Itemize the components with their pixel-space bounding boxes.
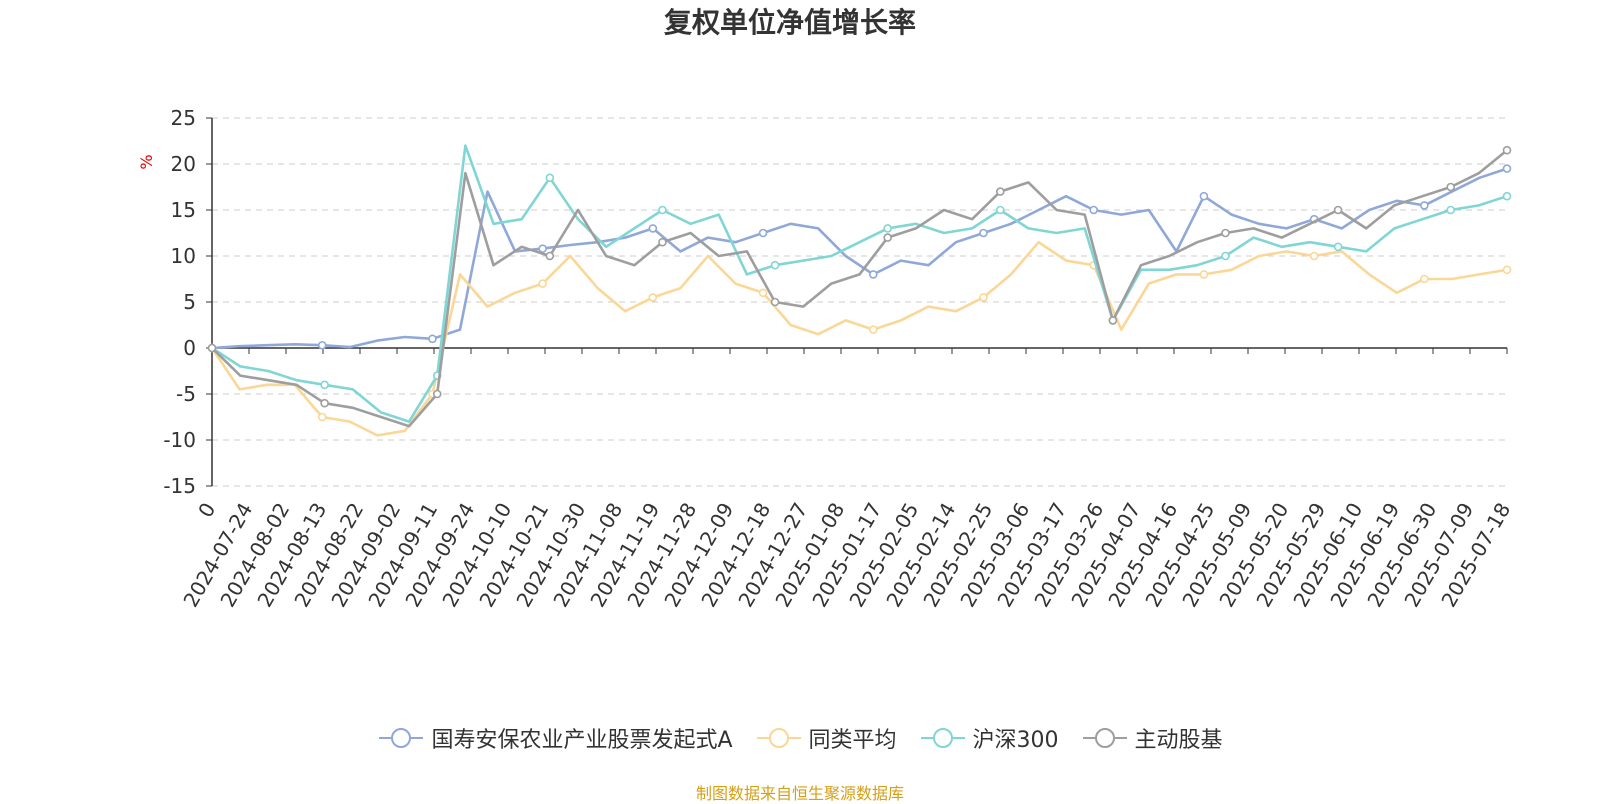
y-tick-label: -5 [176,382,196,406]
series-4-point [1333,205,1343,215]
series-2-point [758,288,768,298]
series-2-point [1199,270,1209,279]
series-2-point [1309,251,1319,261]
series-3-point [1446,205,1455,215]
series-1-point [317,340,327,350]
series-3-point [1502,191,1512,201]
series-2-point [317,412,327,422]
series-line-4 [211,149,1508,428]
series-4-point [432,389,442,399]
series-4-point [1446,182,1455,192]
legend-label: 沪深300 [972,728,1059,753]
series-1-point [1420,201,1429,210]
series-lines [207,144,1512,437]
x-tick-labels: 02024-07-242024-08-022024-08-132024-08-2… [178,499,1515,612]
series-3-point [545,173,555,183]
series-1-point [979,228,988,238]
series-3-point [320,380,329,390]
series-1-point [758,228,768,238]
y-axis-unit-label: % [137,154,156,169]
series-2-point [1420,274,1429,284]
series-line-1 [211,167,1508,350]
y-tick-label: 5 [183,290,196,314]
series-4-point [1502,145,1512,155]
y-tick-label: 20 [171,152,196,176]
chart-title: 复权单位净值增长率 [664,6,916,39]
legend-line-circle-icon [379,728,424,748]
series-1-point [538,244,547,253]
legend-item-3[interactable]: 沪深300 [919,722,1059,754]
series-4-point [207,343,217,353]
series-3-point [1221,251,1230,261]
series-1-point [648,224,658,233]
legend-item-2[interactable]: 同类平均 [755,722,897,754]
series-4-point [883,233,892,242]
series-4-point [995,187,1005,196]
series-3-point [883,224,892,233]
series-1-point [1502,164,1512,173]
y-tick-label: 15 [171,198,196,222]
source-note: 制图数据来自恒生聚源数据库 [695,784,904,803]
series-3-point [995,205,1005,215]
y-tick-label: -10 [163,428,196,452]
legend-label: 主动股基 [1134,728,1223,753]
legend: 国寿安保农业产业股票发起式A 同类平均 沪深300 主动股基 [0,722,1600,754]
y-tick-labels: -15 -10 -5 0 5 10 15 20 25 [163,106,196,498]
series-4-point [770,297,780,307]
legend-label: 同类平均 [808,728,897,753]
y-tick-label: 0 [183,336,196,360]
series-1-point [868,270,878,279]
series-4-point [1221,228,1230,238]
y-tick-label: 25 [171,106,196,130]
x-tick-label: 0 [193,499,220,522]
series-2-point [979,293,988,302]
series-1-point [1199,191,1209,201]
series-1-point [1089,205,1099,215]
series-2-point [648,293,658,302]
y-tick-label: 10 [171,244,196,268]
series-line-2 [210,240,1508,437]
legend-line-circle-icon [920,728,965,748]
series-3-point [770,260,780,270]
series-line-3 [211,144,1508,423]
series-3-point [1333,242,1343,252]
legend-item-4[interactable]: 主动股基 [1081,722,1223,754]
series-4-point [658,237,667,247]
axes [206,117,1508,487]
series-2-point [1502,265,1512,275]
series-2-point [868,325,878,334]
legend-item-1[interactable]: 国寿安保农业产业股票发起式A [377,722,733,754]
grid-lines [212,117,1507,487]
series-1-point [428,334,437,344]
legend-line-circle-icon [1082,728,1127,748]
series-4-point [545,251,555,261]
series-4-point [320,398,329,408]
series-3-point [658,205,667,215]
legend-line-circle-icon [756,728,801,748]
series-4-point [1108,316,1118,325]
y-tick-label: -15 [163,474,196,498]
series-2-point [538,279,547,288]
legend-label: 国寿安保农业产业股票发起式A [431,728,733,753]
